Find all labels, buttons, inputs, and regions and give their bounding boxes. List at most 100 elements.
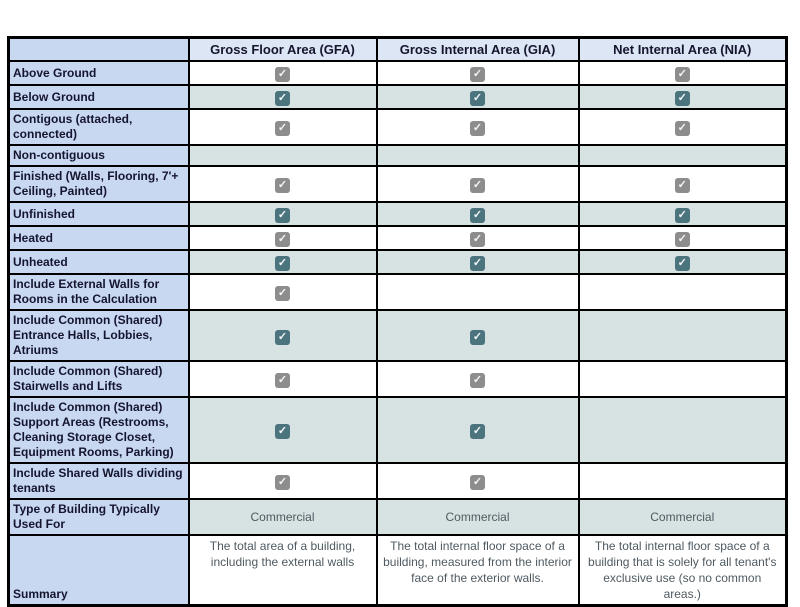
check-icon: ✓ xyxy=(277,330,288,343)
cell-text: The total internal floor space of a buil… xyxy=(588,539,777,601)
cell-nia xyxy=(577,462,788,500)
row-label: Unfinished xyxy=(7,201,190,227)
check-icon: ✓ xyxy=(677,179,687,191)
cell-gfa: ✓ xyxy=(187,360,378,398)
checked-checkbox[interactable]: ✓ xyxy=(674,91,690,106)
cell-gfa: ✓ xyxy=(187,462,378,500)
check-icon: ✓ xyxy=(472,68,483,80)
cell-nia: Commercial xyxy=(577,498,788,536)
checked-checkbox[interactable]: ✓ xyxy=(674,232,690,247)
cell-gia: ✓ xyxy=(375,108,580,146)
cell-nia xyxy=(577,396,788,464)
row-label: Finished (Walls, Flooring, 7'+ Ceiling, … xyxy=(7,165,190,203)
table-row: Include Common (Shared) Entrance Halls, … xyxy=(7,309,788,362)
checked-checkbox[interactable]: ✓ xyxy=(470,121,485,136)
checked-checkbox[interactable]: ✓ xyxy=(275,178,290,193)
checked-checkbox[interactable]: ✓ xyxy=(470,232,485,247)
header-row: Gross Floor Area (GFA) Gross Internal Ar… xyxy=(7,36,788,62)
checked-checkbox[interactable]: ✓ xyxy=(470,178,485,193)
row-label: Unheated xyxy=(7,249,190,275)
table-row: Unfinished ✓ ✓ ✓ xyxy=(7,201,788,227)
checked-checkbox[interactable]: ✓ xyxy=(275,91,290,106)
checked-checkbox[interactable]: ✓ xyxy=(470,475,485,490)
checked-checkbox[interactable]: ✓ xyxy=(470,208,485,223)
check-icon: ✓ xyxy=(472,330,483,343)
cell-gia: The total internal floor space of a buil… xyxy=(375,534,580,607)
check-icon: ✓ xyxy=(472,122,483,134)
checked-checkbox[interactable]: ✓ xyxy=(674,67,690,82)
checked-checkbox[interactable]: ✓ xyxy=(275,424,290,439)
cell-gia: ✓ xyxy=(375,249,580,275)
checked-checkbox[interactable]: ✓ xyxy=(470,67,485,82)
cell-gfa: ✓ xyxy=(187,396,378,464)
table-row: Include Common (Shared) Support Areas (R… xyxy=(7,396,788,464)
cell-gfa: ✓ xyxy=(187,60,378,86)
row-label: Include Shared Walls dividing tenants xyxy=(7,462,190,500)
column-header-gia: Gross Internal Area (GIA) xyxy=(375,36,580,62)
row-label: Type of Building Typically Used For xyxy=(7,498,190,536)
cell-gia: ✓ xyxy=(375,462,580,500)
check-icon: ✓ xyxy=(472,257,483,269)
cell-gia xyxy=(375,144,580,167)
check-icon: ✓ xyxy=(472,209,483,221)
checked-checkbox[interactable]: ✓ xyxy=(275,475,290,490)
cell-gfa: ✓ xyxy=(187,165,378,203)
checked-checkbox[interactable]: ✓ xyxy=(275,208,290,223)
cell-gfa: The total area of a building, including … xyxy=(187,534,378,607)
checked-checkbox[interactable]: ✓ xyxy=(275,121,290,136)
cell-gfa: ✓ xyxy=(187,273,378,311)
cell-gia: ✓ xyxy=(375,396,580,464)
cell-gia: ✓ xyxy=(375,60,580,86)
check-icon: ✓ xyxy=(277,179,288,191)
checked-checkbox[interactable]: ✓ xyxy=(674,208,690,223)
cell-gfa: ✓ xyxy=(187,225,378,251)
table-row: Heated ✓ ✓ ✓ xyxy=(7,225,788,251)
checked-checkbox[interactable]: ✓ xyxy=(470,424,485,439)
cell-gfa: Commercial xyxy=(187,498,378,536)
table-row: Above Ground ✓ ✓ ✓ xyxy=(7,60,788,86)
checked-checkbox[interactable]: ✓ xyxy=(674,121,690,136)
cell-gfa: ✓ xyxy=(187,309,378,362)
check-icon: ✓ xyxy=(472,374,483,386)
cell-nia xyxy=(577,273,788,311)
check-icon: ✓ xyxy=(677,68,687,80)
check-icon: ✓ xyxy=(472,92,483,104)
checked-checkbox[interactable]: ✓ xyxy=(470,329,485,345)
checked-checkbox[interactable]: ✓ xyxy=(275,232,290,247)
checked-checkbox[interactable]: ✓ xyxy=(275,67,290,82)
checked-checkbox[interactable]: ✓ xyxy=(275,329,290,345)
cell-text: The total area of a building, including … xyxy=(209,539,356,569)
row-label: Include External Walls for Rooms in the … xyxy=(7,273,190,311)
cell-gfa: ✓ xyxy=(187,201,378,227)
check-icon: ✓ xyxy=(277,257,288,269)
check-icon: ✓ xyxy=(277,287,288,299)
cell-gfa: ✓ xyxy=(187,84,378,110)
cell-gfa xyxy=(187,144,378,167)
checked-checkbox[interactable]: ✓ xyxy=(275,373,290,388)
check-icon: ✓ xyxy=(677,92,687,104)
cell-nia: ✓ xyxy=(577,165,788,203)
checked-checkbox[interactable]: ✓ xyxy=(470,91,485,106)
cell-nia: ✓ xyxy=(577,201,788,227)
checked-checkbox[interactable]: ✓ xyxy=(275,256,290,271)
row-label: Include Common (Shared) Support Areas (R… xyxy=(7,396,190,464)
checked-checkbox[interactable]: ✓ xyxy=(275,286,290,301)
table-row: Non-contiguous xyxy=(7,144,788,167)
check-icon: ✓ xyxy=(677,209,687,221)
table-row: Below Ground ✓ ✓ ✓ xyxy=(7,84,788,110)
checked-checkbox[interactable]: ✓ xyxy=(470,256,485,271)
row-label: Include Common (Shared) Stairwells and L… xyxy=(7,360,190,398)
cell-nia: The total internal floor space of a buil… xyxy=(577,534,788,607)
checked-checkbox[interactable]: ✓ xyxy=(674,178,690,193)
cell-gia: ✓ xyxy=(375,84,580,110)
table-row: Contigous (attached, connected) ✓ ✓ ✓ xyxy=(7,108,788,146)
cell-nia xyxy=(577,309,788,362)
table-row: Include Common (Shared) Stairwells and L… xyxy=(7,360,788,398)
corner-cell xyxy=(7,36,190,62)
check-icon: ✓ xyxy=(472,476,483,488)
checked-checkbox[interactable]: ✓ xyxy=(674,256,690,271)
cell-gia: ✓ xyxy=(375,165,580,203)
table-row: Include External Walls for Rooms in the … xyxy=(7,273,788,311)
check-icon: ✓ xyxy=(277,209,288,221)
checked-checkbox[interactable]: ✓ xyxy=(470,373,485,388)
